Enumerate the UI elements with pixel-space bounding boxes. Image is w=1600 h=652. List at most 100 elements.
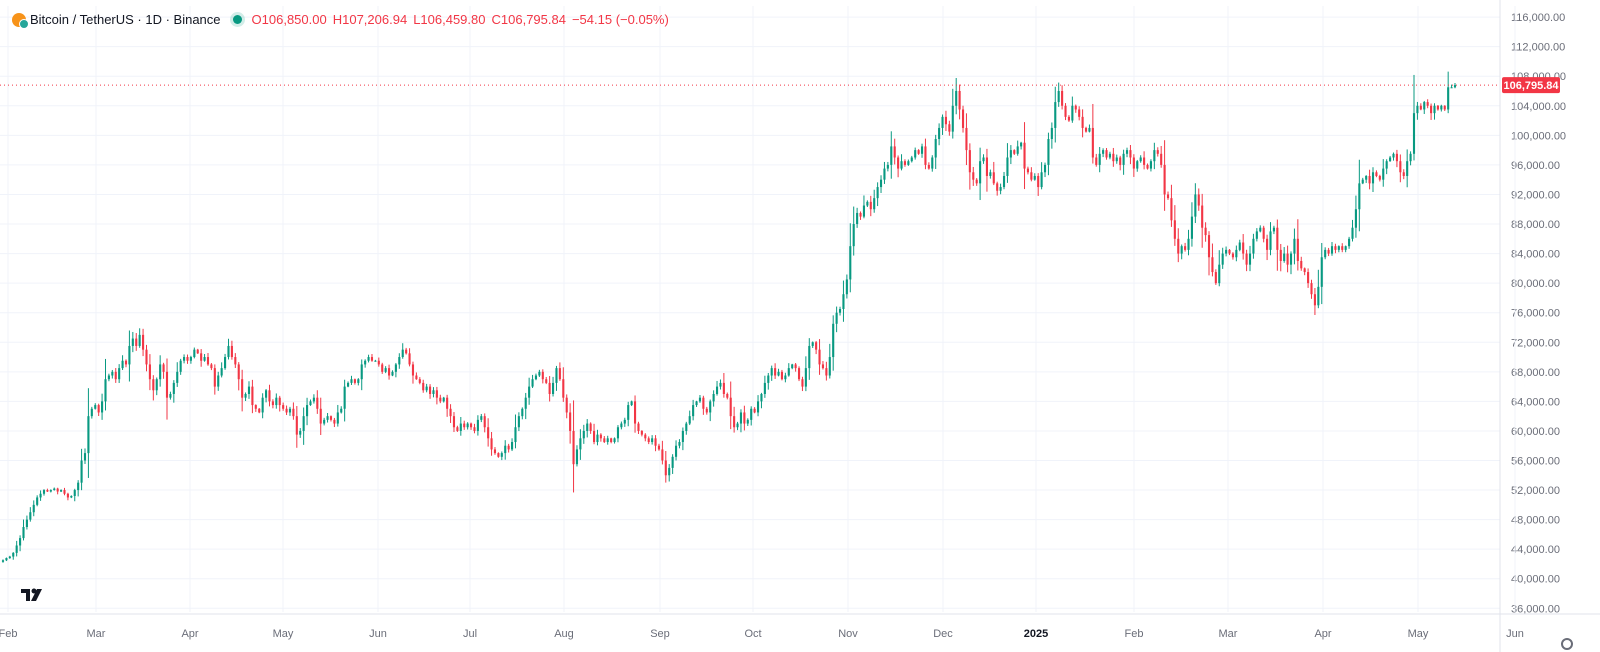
candle-body[interactable]	[1392, 153, 1395, 158]
candle-body[interactable]	[241, 379, 244, 398]
candle-body[interactable]	[261, 397, 264, 413]
candle-body[interactable]	[688, 416, 691, 424]
candle-body[interactable]	[77, 482, 80, 491]
candle-body[interactable]	[39, 493, 42, 498]
candle-body[interactable]	[1030, 172, 1033, 180]
candle-body[interactable]	[685, 423, 688, 431]
candle-body[interactable]	[610, 438, 613, 443]
candle-body[interactable]	[282, 405, 285, 409]
candle-body[interactable]	[42, 490, 46, 494]
candle-body[interactable]	[1132, 157, 1135, 169]
candle-body[interactable]	[705, 408, 708, 413]
candle-body[interactable]	[319, 408, 322, 424]
candle-body[interactable]	[196, 349, 199, 354]
candle-body[interactable]	[910, 157, 913, 162]
candle-body[interactable]	[1296, 238, 1299, 261]
candle-body[interactable]	[545, 379, 548, 383]
candle-body[interactable]	[886, 164, 889, 169]
candle-body[interactable]	[924, 146, 927, 165]
candle-body[interactable]	[483, 416, 486, 428]
candle-body[interactable]	[1177, 238, 1180, 254]
candle-body[interactable]	[1361, 179, 1364, 184]
candle-body[interactable]	[541, 371, 544, 380]
candle-body[interactable]	[176, 371, 179, 383]
candle-body[interactable]	[1225, 249, 1228, 254]
candle-body[interactable]	[1430, 105, 1433, 114]
candle-body[interactable]	[579, 438, 582, 450]
candle-body[interactable]	[265, 390, 268, 398]
candle-body[interactable]	[722, 382, 725, 394]
candle-body[interactable]	[357, 379, 360, 383]
candle-body[interactable]	[118, 368, 121, 380]
candle-body[interactable]	[555, 368, 558, 383]
candle-body[interactable]	[944, 116, 948, 125]
symbol-title[interactable]: Bitcoin / TetherUS · 1D · Binance	[30, 12, 221, 27]
candle-body[interactable]	[152, 379, 155, 391]
candle-body[interactable]	[1348, 238, 1351, 247]
candle-body[interactable]	[422, 382, 425, 391]
candle-body[interactable]	[692, 405, 695, 417]
candle-body[interactable]	[370, 357, 374, 361]
candle-body[interactable]	[128, 345, 131, 365]
candle-body[interactable]	[213, 368, 216, 387]
candle-body[interactable]	[1023, 142, 1026, 169]
candle-body[interactable]	[29, 512, 32, 520]
candle-body[interactable]	[1235, 249, 1238, 258]
candle-body[interactable]	[367, 357, 370, 361]
candle-body[interactable]	[1423, 102, 1426, 110]
candle-body[interactable]	[1371, 172, 1375, 184]
candle-body[interactable]	[1365, 175, 1368, 180]
candle-body[interactable]	[733, 416, 736, 428]
candle-body[interactable]	[155, 379, 158, 391]
candle-body[interactable]	[381, 364, 384, 372]
candle-body[interactable]	[883, 168, 886, 180]
candle-body[interactable]	[1166, 194, 1170, 199]
candle-body[interactable]	[70, 495, 73, 498]
candle-body[interactable]	[903, 161, 907, 165]
candle-body[interactable]	[1255, 231, 1258, 239]
candle-body[interactable]	[114, 371, 117, 380]
candle-body[interactable]	[948, 124, 951, 132]
candle-body[interactable]	[1119, 157, 1122, 165]
tradingview-logo-icon[interactable]	[20, 586, 44, 604]
candle-body[interactable]	[678, 442, 681, 446]
candle-body[interactable]	[165, 371, 169, 398]
candle-body[interactable]	[934, 139, 937, 158]
candle-body[interactable]	[480, 416, 483, 420]
candle-body[interactable]	[1074, 105, 1077, 110]
candle-body[interactable]	[490, 438, 493, 450]
candle-body[interactable]	[230, 345, 233, 358]
candle-body[interactable]	[145, 349, 148, 365]
candle-body[interactable]	[203, 357, 206, 361]
candle-body[interactable]	[131, 338, 134, 346]
candle-body[interactable]	[712, 393, 715, 402]
candle-body[interactable]	[562, 379, 565, 398]
candle-body[interactable]	[285, 408, 288, 413]
candle-body[interactable]	[1419, 105, 1422, 110]
candle-body[interactable]	[159, 364, 162, 380]
candle-body[interactable]	[377, 360, 380, 365]
candle-body[interactable]	[1289, 253, 1293, 265]
candle-body[interactable]	[1064, 105, 1067, 117]
candle-body[interactable]	[1378, 175, 1381, 180]
candle-body[interactable]	[302, 416, 305, 431]
candle-body[interactable]	[521, 408, 524, 417]
candle-body[interactable]	[1187, 238, 1190, 250]
candle-body[interactable]	[326, 416, 329, 420]
candle-body[interactable]	[1279, 249, 1282, 261]
candle-body[interactable]	[1354, 209, 1357, 228]
candle-body[interactable]	[825, 368, 828, 376]
candle-body[interactable]	[671, 456, 674, 468]
candle-body[interactable]	[633, 401, 637, 424]
candle-body[interactable]	[66, 493, 69, 498]
candle-body[interactable]	[401, 349, 404, 358]
candle-body[interactable]	[1037, 175, 1040, 188]
candle-body[interactable]	[1180, 246, 1183, 254]
candle-body[interactable]	[247, 386, 251, 394]
candle-body[interactable]	[808, 345, 811, 369]
candle-body[interactable]	[452, 416, 456, 428]
candle-body[interactable]	[1375, 172, 1378, 176]
candle-body[interactable]	[104, 379, 107, 402]
candle-body[interactable]	[1399, 161, 1402, 173]
candle-body[interactable]	[97, 405, 100, 413]
